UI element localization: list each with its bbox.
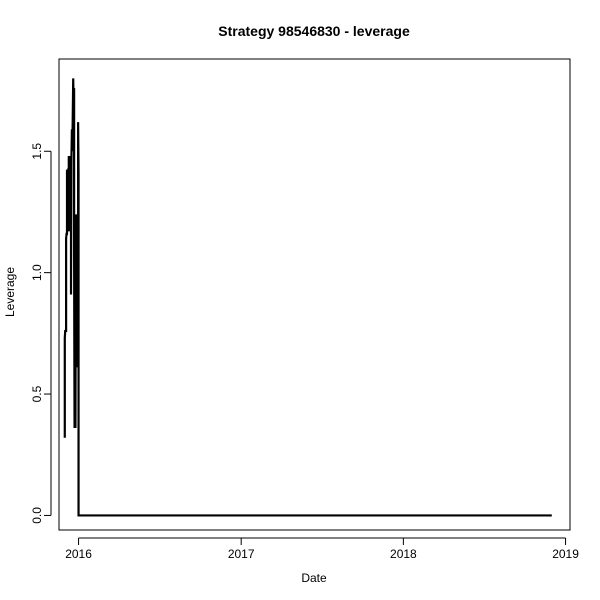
- y-tick-label: 1.0: [30, 264, 44, 281]
- y-tick-label: 1.5: [30, 143, 44, 160]
- plot-frame: [58, 58, 571, 531]
- x-tick-label: 2016: [65, 547, 92, 561]
- series-layer: [63, 78, 552, 517]
- y-axis-label: Leverage: [3, 267, 17, 317]
- leverage-series-line: [63, 78, 552, 517]
- y-tick-label: 0.0: [30, 507, 44, 524]
- x-axis: 2016 2017 2018 2019: [65, 537, 579, 561]
- x-tick-label: 2019: [552, 547, 579, 561]
- chart-title: Strategy 98546830 - leverage: [218, 23, 410, 39]
- x-axis-label: Date: [301, 571, 327, 585]
- y-axis: 0.0 0.5 1.0 1.5: [30, 143, 52, 524]
- y-tick-label: 0.5: [30, 385, 44, 402]
- x-tick-label: 2018: [390, 547, 417, 561]
- x-tick-label: 2017: [228, 547, 255, 561]
